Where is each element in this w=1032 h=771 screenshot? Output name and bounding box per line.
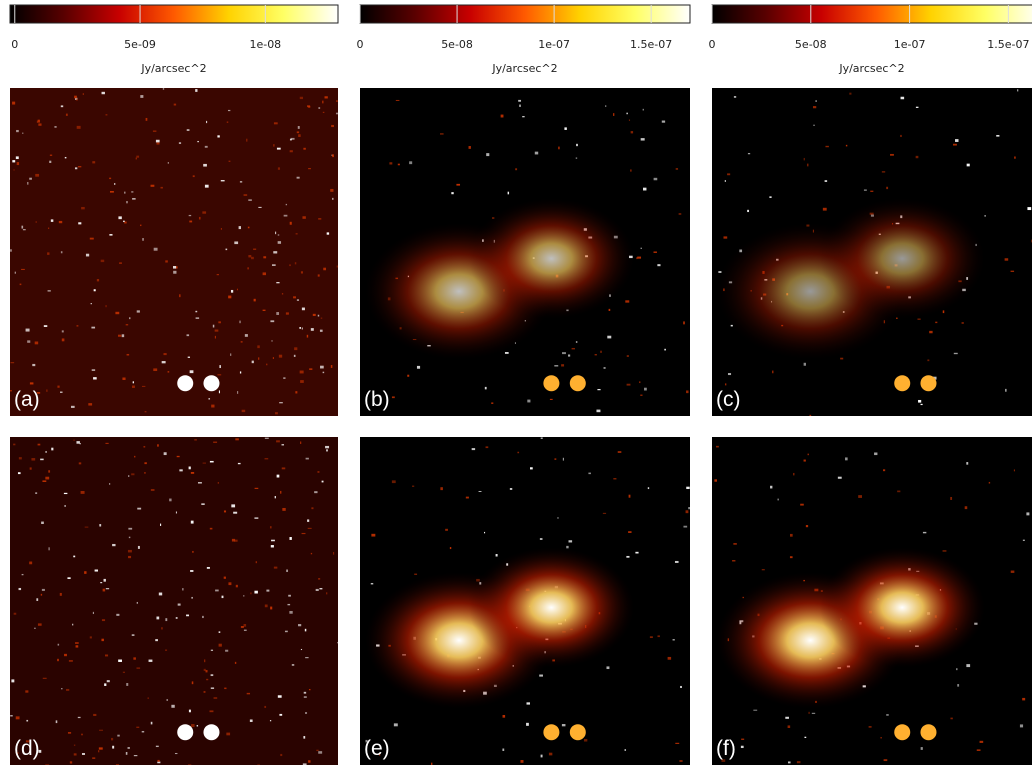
image-panel xyxy=(10,88,338,416)
panel-label: (b) xyxy=(364,388,390,411)
tick-label: 1.5e-07 xyxy=(987,38,1029,51)
colorbar xyxy=(359,4,691,24)
tick-label: 0 xyxy=(709,38,716,51)
image-panel xyxy=(712,437,1032,765)
tick-label: 1e-07 xyxy=(894,38,926,51)
image-panel xyxy=(712,88,1032,416)
panel-label: (f) xyxy=(716,737,736,760)
colorbar-label: Jy/arcsec^2 xyxy=(491,62,557,75)
colorbar xyxy=(711,4,1032,24)
colorbar-label: Jy/arcsec^2 xyxy=(140,62,206,75)
tick-label: 5e-08 xyxy=(795,38,827,51)
tick-label: 0 xyxy=(11,38,18,51)
panel-label: (a) xyxy=(14,388,40,411)
tick-label: 1e-07 xyxy=(538,38,570,51)
tick-label: 0 xyxy=(357,38,364,51)
image-panel xyxy=(10,437,338,765)
panel-label: (e) xyxy=(364,737,390,760)
colorbar-label: Jy/arcsec^2 xyxy=(838,62,904,75)
tick-label: 1e-08 xyxy=(249,38,281,51)
tick-label: 1.5e-07 xyxy=(630,38,672,51)
tick-label: 5e-09 xyxy=(124,38,156,51)
colorbar xyxy=(9,4,339,24)
panel-label: (d) xyxy=(14,737,40,760)
image-panel xyxy=(360,88,690,416)
panel-label: (c) xyxy=(716,388,741,411)
tick-label: 5e-08 xyxy=(441,38,473,51)
image-panel xyxy=(360,437,690,765)
